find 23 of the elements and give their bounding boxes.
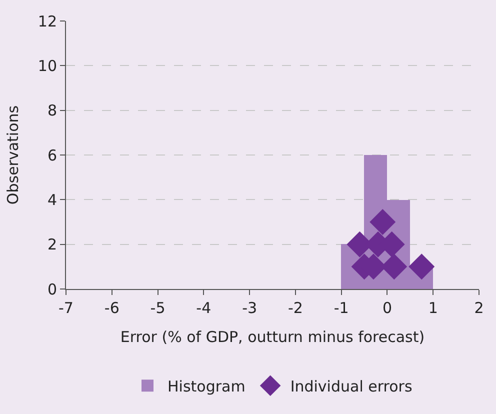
- y-tick-label: 4: [47, 190, 57, 209]
- legend-label: Individual errors: [290, 378, 412, 396]
- x-tick-label: -1: [334, 299, 349, 317]
- x-tick-label: -5: [150, 299, 166, 317]
- y-tick-label: 0: [47, 280, 57, 298]
- x-tick-label: -4: [196, 299, 212, 317]
- x-tick-label: -3: [242, 299, 258, 317]
- point: [408, 254, 435, 280]
- y-axis-title: Observations: [4, 105, 22, 205]
- legend-label: Histogram: [168, 378, 246, 396]
- x-tick-label: 0: [382, 299, 392, 317]
- y-tick-label: 8: [47, 102, 57, 120]
- y-tick-label: 12: [38, 12, 57, 30]
- point: [370, 209, 396, 235]
- x-tick-label: -7: [58, 299, 74, 317]
- x-tick-label: 1: [428, 299, 438, 317]
- y-tick-label: 10: [38, 56, 57, 75]
- x-tick-label: 2: [474, 299, 484, 317]
- y-tick-label: 2: [47, 236, 57, 254]
- x-axis-title: Error (% of GDP, outturn minus forecast): [120, 328, 425, 346]
- x-tick-label: -6: [104, 299, 120, 317]
- x-tick-label: -2: [288, 299, 303, 317]
- y-tick-label: 6: [47, 146, 57, 164]
